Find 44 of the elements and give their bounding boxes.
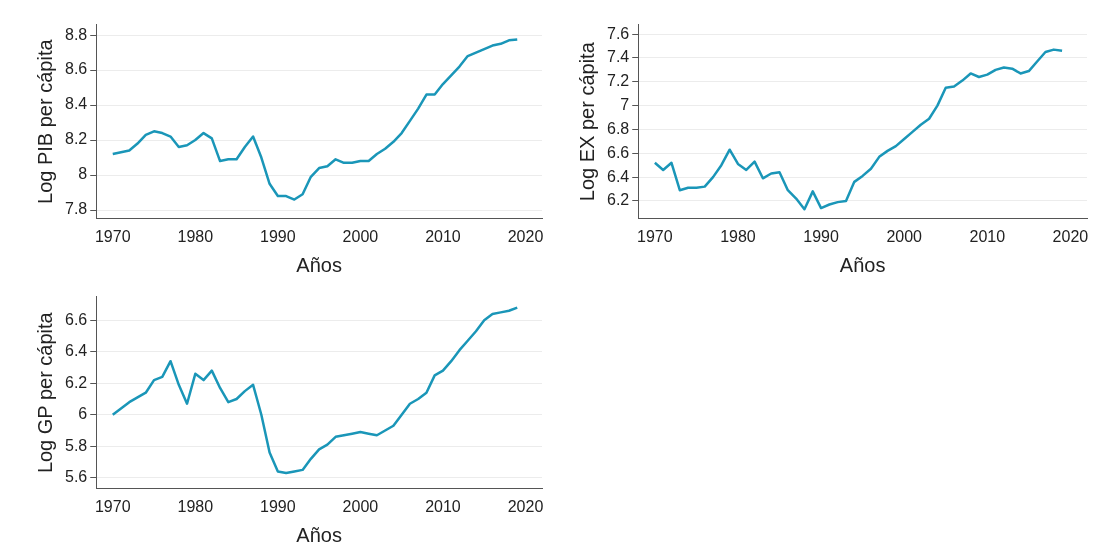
- y-tick-label: 7.8: [64, 200, 88, 218]
- y-tick-label: 8.8: [64, 25, 88, 43]
- y-tick-label: 6.4: [606, 167, 630, 185]
- y-tick-label: 5.8: [64, 436, 88, 454]
- x-tick-label: 2010: [425, 227, 461, 245]
- y-tick-label: 6.8: [606, 119, 630, 137]
- y-tick-label: 8: [78, 165, 88, 183]
- y-axis-title: Log EX per cápita: [575, 41, 598, 202]
- y-tick-label: 7.4: [606, 48, 630, 66]
- x-axis-title: Años: [839, 253, 886, 276]
- x-tick-label: 2010: [425, 497, 461, 515]
- y-tick-label: 6: [78, 405, 88, 423]
- x-tick-label: 1970: [637, 227, 673, 245]
- x-tick-label: 1970: [94, 497, 131, 515]
- y-tick-label: 7.2: [606, 72, 630, 90]
- y-tick-label: 6.4: [64, 342, 88, 360]
- x-tick-label: 1980: [720, 227, 756, 245]
- x-tick-label: 2000: [886, 227, 923, 245]
- y-tick-label: 6.6: [64, 310, 88, 328]
- x-tick-label: 1990: [260, 497, 296, 515]
- x-tick-label: 2010: [969, 227, 1006, 245]
- x-axis-title: Años: [296, 253, 342, 276]
- y-tick-label: 6.6: [606, 143, 630, 161]
- y-tick-label: 8.4: [64, 95, 88, 113]
- y-tick-label: 7.6: [606, 24, 630, 42]
- y-axis-title: Log GP per cápita: [33, 311, 56, 474]
- x-tick-label: 1990: [260, 227, 296, 245]
- x-tick-label: 1980: [177, 497, 214, 515]
- y-axis-title: Log PIB per cápita: [33, 38, 56, 204]
- y-tick-label: 7: [620, 96, 630, 114]
- y-tick-label: 6.2: [64, 373, 88, 391]
- x-tick-label: 2000: [342, 227, 379, 245]
- x-tick-label: 1990: [803, 227, 839, 245]
- y-tick-label: 8.2: [64, 130, 88, 148]
- y-tick-label: 6.2: [606, 191, 630, 209]
- x-tick-label: 2020: [507, 497, 544, 515]
- y-tick-label: 8.6: [64, 60, 88, 78]
- y-tick-label: 5.6: [64, 468, 88, 486]
- x-tick-label: 1980: [177, 227, 214, 245]
- x-axis-title: Años: [296, 523, 342, 546]
- x-tick-label: 2000: [342, 497, 379, 515]
- x-tick-label: 2020: [1052, 227, 1089, 245]
- x-tick-label: 1970: [94, 227, 131, 245]
- x-tick-label: 2020: [507, 227, 544, 245]
